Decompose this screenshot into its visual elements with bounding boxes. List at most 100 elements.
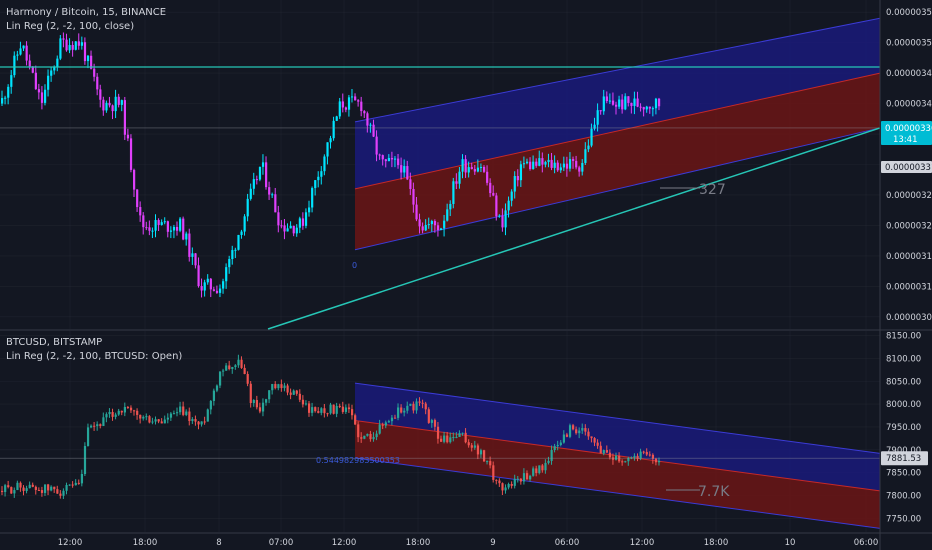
bottom-candle-body — [519, 478, 523, 482]
bottom-candle-body — [320, 408, 323, 413]
bottom-channel-upper-band — [355, 383, 880, 491]
bottom-candle-body — [102, 417, 105, 426]
bottom-candle-body — [175, 412, 179, 414]
bottom-candle-body — [458, 433, 461, 437]
top-candle-body — [74, 41, 77, 50]
top-candle-body — [596, 110, 599, 125]
top-candle-body — [175, 226, 179, 231]
bottom-candle-body — [16, 482, 19, 491]
bottom-candle-body — [151, 421, 154, 423]
bottom-panel[interactable]: 0.544982983500353 7.7K 7750.00 7800.00 7850… — [0, 331, 928, 532]
top-y-tick-label: 0.00000345 — [886, 69, 932, 79]
bottom-candle-body — [222, 370, 225, 372]
bottom-candle-body — [172, 413, 176, 415]
top-y-tick-label: 0.00000325 — [886, 191, 932, 201]
bottom-candle-body — [436, 426, 440, 439]
top-candle-body — [255, 179, 259, 181]
top-candle-body — [261, 162, 265, 167]
bottom-candle-body — [71, 484, 74, 486]
bottom-candle-body — [350, 409, 354, 416]
bottom-candle-body — [605, 450, 608, 453]
bottom-candle-body — [553, 446, 556, 451]
top-candle-body — [446, 209, 449, 221]
top-candle-body — [538, 158, 541, 166]
top-candle-body — [31, 66, 34, 73]
top-candle-body — [338, 101, 341, 117]
top-candle-body — [320, 171, 323, 177]
bottom-candle-body — [271, 384, 274, 391]
bottom-candle-body — [406, 405, 409, 411]
bottom-candle-body — [28, 484, 31, 489]
bottom-candle-body — [360, 437, 363, 439]
top-candle-body — [240, 231, 243, 235]
bottom-candle-body — [231, 366, 234, 370]
bottom-candle-body — [83, 446, 87, 475]
top-candle-body — [172, 226, 176, 231]
top-channel-lower-line — [354, 127, 881, 251]
top-candle-body — [602, 96, 605, 112]
top-candle-body — [286, 228, 289, 232]
top-candle-body — [191, 253, 194, 257]
top-candle-body — [133, 169, 136, 190]
bottom-candle-body — [516, 478, 519, 480]
top-candle-body — [148, 227, 151, 231]
bottom-candle-body — [19, 482, 22, 488]
bottom-candle-body — [433, 420, 437, 427]
top-candle-body — [22, 45, 25, 49]
top-candle-body — [117, 96, 120, 105]
time-tick-label: 18:00 — [406, 538, 431, 548]
bottom-candle-body — [126, 406, 130, 408]
bottom-candle-body — [237, 359, 240, 366]
top-candle-body — [430, 221, 433, 225]
bottom-candle-body — [314, 407, 317, 412]
bottom-candle-body — [268, 390, 271, 400]
top-candle-body — [593, 124, 596, 129]
top-candle-body — [464, 159, 467, 173]
bottom-candle-body — [611, 457, 615, 460]
top-candle-body — [114, 96, 117, 112]
time-tick-label: 18:00 — [133, 538, 158, 548]
bottom-candle-body — [215, 385, 219, 391]
bottom-candle-body — [74, 482, 77, 486]
bottom-candle-body — [593, 438, 596, 443]
bottom-y-tick-label: 7750.00 — [886, 514, 921, 524]
bottom-candle-body — [581, 428, 584, 431]
bottom-channel-upper-line — [354, 382, 881, 454]
bottom-candle-body — [550, 450, 553, 461]
top-candle-body — [83, 42, 87, 62]
bottom-candle-body — [292, 390, 295, 395]
time-tick-label: 12:00 — [58, 538, 83, 548]
top-candle-body — [397, 158, 400, 166]
bottom-overlays: 0.544982983500353 7.7K — [0, 456, 880, 500]
top-candle-body — [578, 167, 581, 172]
top-candle-body — [470, 167, 473, 170]
bottom-candle-body — [225, 365, 228, 371]
top-candle-body — [151, 230, 154, 232]
top-candle-body — [53, 67, 56, 71]
bottom-candle-body — [510, 483, 513, 486]
bottom-candle-body — [418, 401, 421, 403]
bottom-candle-body — [105, 414, 108, 418]
bottom-candle-body — [25, 488, 28, 491]
top-candle-body — [489, 182, 492, 194]
top-candle-body — [314, 180, 317, 189]
top-channel-upper-band — [355, 18, 880, 189]
top-candle-body — [473, 169, 476, 172]
bottom-price-axis[interactable]: 7750.00 7800.00 7850.00 7900.00 7950.00 8000.… — [881, 332, 928, 525]
top-candle-body — [492, 193, 495, 196]
bottom-candle-body — [501, 483, 504, 491]
bottom-candle-body — [470, 445, 473, 448]
bottom-candle-body — [56, 489, 59, 494]
top-candle-body — [93, 68, 96, 77]
bottom-candle-body — [1, 490, 4, 492]
top-candle-body — [550, 159, 553, 168]
top-candle-body — [587, 145, 590, 150]
top-candle-body — [495, 195, 498, 217]
bottom-y-tick-label: 8050.00 — [886, 377, 921, 387]
top-candle-body — [645, 106, 648, 110]
top-candle-body — [372, 124, 375, 137]
